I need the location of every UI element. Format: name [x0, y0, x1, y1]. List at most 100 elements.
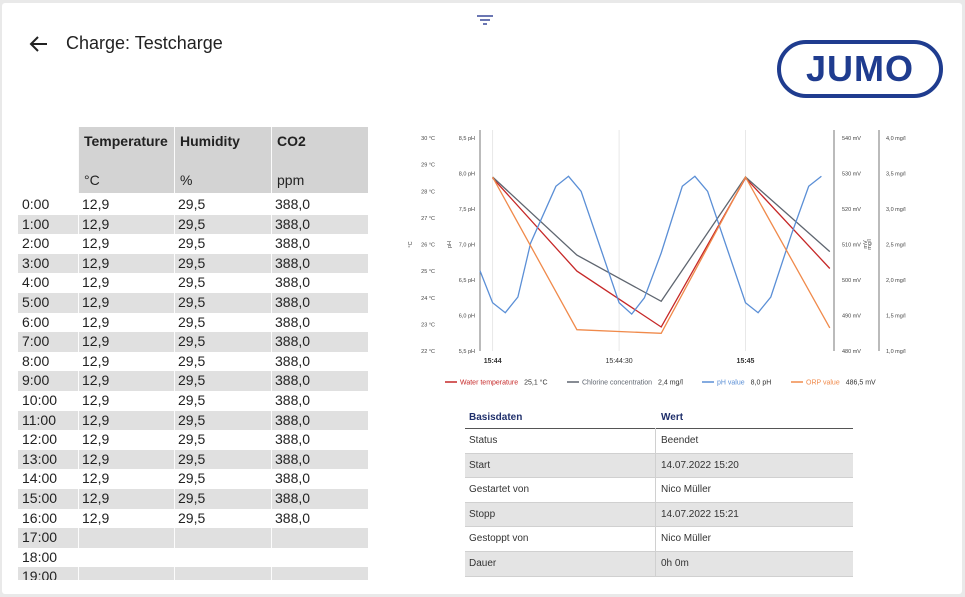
table-cell: 12,9	[82, 333, 110, 350]
y-tick-label: 28 °C	[421, 189, 435, 195]
logo: JUMO	[777, 40, 943, 98]
table-cell: 388,0	[275, 352, 311, 369]
column-header: Temperature	[84, 133, 168, 149]
table-cell: 12,9	[82, 411, 110, 428]
table-cell: 388,0	[275, 274, 311, 291]
row-bg	[18, 253, 368, 274]
header-bg	[78, 127, 368, 195]
row-time: 6:00	[22, 313, 50, 330]
y-tick-label: 2,5 mg/l	[886, 243, 906, 249]
table-cell: 29,5	[178, 235, 206, 252]
y-tick-label: 1,0 mg/l	[886, 349, 906, 355]
table-cell: 12,9	[82, 450, 110, 467]
basis-cell: Stopp	[469, 508, 496, 520]
basis-header: Wert	[661, 412, 684, 423]
table-cell: 29,5	[178, 490, 206, 506]
table-cell: 29,5	[178, 313, 206, 330]
x-tick-label: 15:44	[484, 358, 502, 365]
row-rule	[465, 526, 853, 528]
page-title: Charge: Testcharge	[66, 33, 223, 53]
y-tick-label: 3,5 mg/l	[886, 172, 906, 178]
filter-icon[interactable]	[474, 11, 496, 29]
basis-cell: 14.07.2022 15:20	[661, 459, 739, 471]
row-time: 11:00	[22, 411, 56, 428]
table-cell: 29,5	[178, 294, 206, 310]
row-bg	[18, 371, 368, 391]
y-tick-label: 24 °C	[421, 296, 435, 302]
row-bg	[18, 293, 368, 313]
table-cell: 29,5	[178, 509, 206, 526]
logo-text: JUMO	[806, 48, 914, 89]
table-cell: 388,0	[275, 333, 311, 350]
table-cell: 12,9	[82, 235, 110, 252]
series-line	[492, 176, 831, 303]
column-divider	[271, 127, 272, 580]
table-cell: 12,9	[82, 254, 110, 271]
basis-cell: Beendet	[661, 435, 699, 446]
page: Charge: Testcharge JUMO Temperature °C Hum…	[2, 3, 962, 594]
legend-value: 25,1 °C	[524, 379, 547, 387]
row-bg	[18, 489, 368, 509]
legend-label: Water temperature	[460, 380, 518, 387]
series-line	[479, 175, 822, 316]
row-time: 0:00	[22, 196, 50, 212]
header-rule	[465, 428, 853, 429]
table-cell: 388,0	[275, 431, 311, 448]
legend-value: 2,4 mg/l	[658, 380, 683, 387]
row-bg	[18, 528, 368, 548]
y-tick-label: 480 mV	[842, 349, 861, 355]
legend-label: Chlorine concentration	[582, 380, 652, 387]
y-tick-label: 26 °C	[421, 243, 435, 249]
column-divider	[655, 428, 656, 576]
y-tick-label: 22 °C	[421, 349, 435, 355]
row-time: 13:00	[22, 450, 58, 467]
legend-label: ORP value	[806, 380, 840, 387]
row-bg	[465, 552, 853, 577]
row-rule	[465, 575, 853, 577]
row-time: 15:00	[22, 490, 58, 506]
table-cell: 388,0	[275, 196, 311, 212]
row-bg	[18, 567, 368, 580]
row-time: 19:00	[22, 568, 58, 580]
table-cell: 29,5	[178, 411, 206, 428]
basisdaten-table: Basisdaten Wert Status Beendet Start 14.07.20…	[465, 408, 853, 578]
table-cell: 388,0	[275, 490, 311, 506]
table-cell: 388,0	[275, 509, 311, 526]
row-time: 8:00	[22, 352, 50, 369]
x-tick-label: 15:44:30	[605, 358, 632, 365]
legend-value: 8,0 pH	[751, 380, 772, 387]
row-bg	[465, 453, 853, 479]
row-bg	[18, 410, 368, 431]
table-cell: 388,0	[275, 254, 311, 271]
legend-label: pH value	[717, 380, 745, 387]
row-bg	[18, 214, 368, 235]
series-line	[492, 176, 831, 328]
table-cell: 12,9	[82, 431, 110, 448]
y-tick-label: 29 °C	[421, 163, 435, 169]
row-time: 5:00	[22, 294, 50, 310]
table-cell: 29,5	[178, 450, 206, 467]
basis-cell: Gestoppt von	[469, 533, 529, 545]
y-tick-label: 25 °C	[421, 269, 435, 275]
basis-cell: 0h 0m	[661, 558, 689, 569]
axis-title: °C	[408, 241, 414, 247]
table-cell: 12,9	[82, 215, 110, 232]
row-time: 10:00	[22, 392, 58, 408]
column-header: CO2	[277, 133, 306, 149]
back-arrow[interactable]	[28, 34, 50, 54]
basis-cell: 14.07.2022 15:21	[661, 508, 739, 520]
table-cell: 388,0	[275, 215, 311, 232]
table-cell: 388,0	[275, 392, 311, 408]
table-cell: 29,5	[178, 215, 206, 232]
y-tick-label: 5,5 pH	[459, 349, 475, 355]
column-unit: °C	[84, 172, 100, 188]
table-cell: 388,0	[275, 470, 311, 487]
table-cell: 12,9	[82, 372, 110, 389]
chart: 22 °C 23 °C 24 °C 25 °C 26 °C 27 °C 28 °C 29 °C…	[408, 130, 906, 387]
y-tick-label: 8,5 pH	[459, 136, 475, 142]
row-bg	[465, 502, 853, 528]
y-tick-label: 3,0 mg/l	[886, 207, 906, 213]
table-cell: 388,0	[275, 411, 311, 428]
row-bg	[18, 332, 368, 352]
table-cell: 29,5	[178, 392, 206, 408]
